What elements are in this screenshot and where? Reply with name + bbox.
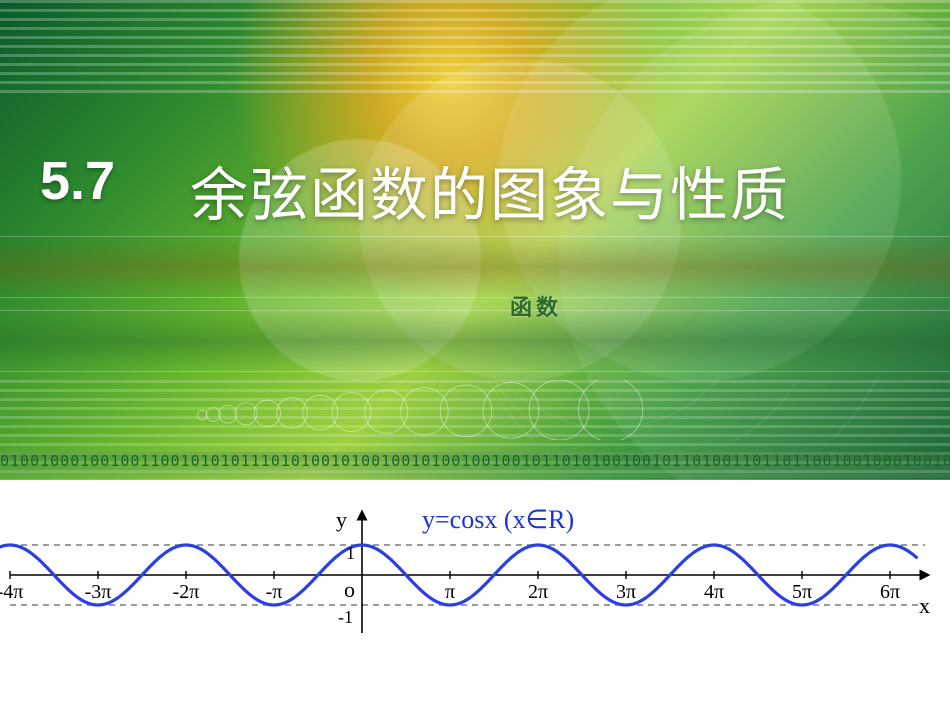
chart-formula: y=cosx (x∈R) — [422, 505, 574, 535]
x-tick-label: π — [445, 581, 455, 604]
glass-band-1 — [0, 236, 950, 298]
cosine-chart: yxo1-1y=cosx (x∈R)-4π-3π-2π-ππ2π3π4π5π6π — [0, 480, 950, 713]
x-tick-label: 3π — [616, 581, 636, 604]
hero-background — [0, 0, 950, 480]
glass-band-2 — [0, 310, 950, 372]
x-tick-label: -2π — [173, 581, 200, 604]
stripes-top — [0, 0, 950, 95]
x-tick-label: 6π — [880, 581, 900, 604]
slide-subtitle: 函数 — [510, 290, 562, 322]
section-number: 5.7 — [40, 150, 115, 212]
x-tick-label: -4π — [0, 581, 23, 604]
slide-title: 余弦函数的图象与性质 — [190, 148, 790, 232]
binary-strip: 0100100010010011001010101110101001010010… — [0, 452, 950, 478]
x-tick-label: 4π — [704, 581, 724, 604]
x-tick-label: -3π — [85, 581, 112, 604]
x-tick-label: -π — [266, 581, 283, 604]
x-tick-label: 5π — [792, 581, 812, 604]
x-tick-label: 2π — [528, 581, 548, 604]
